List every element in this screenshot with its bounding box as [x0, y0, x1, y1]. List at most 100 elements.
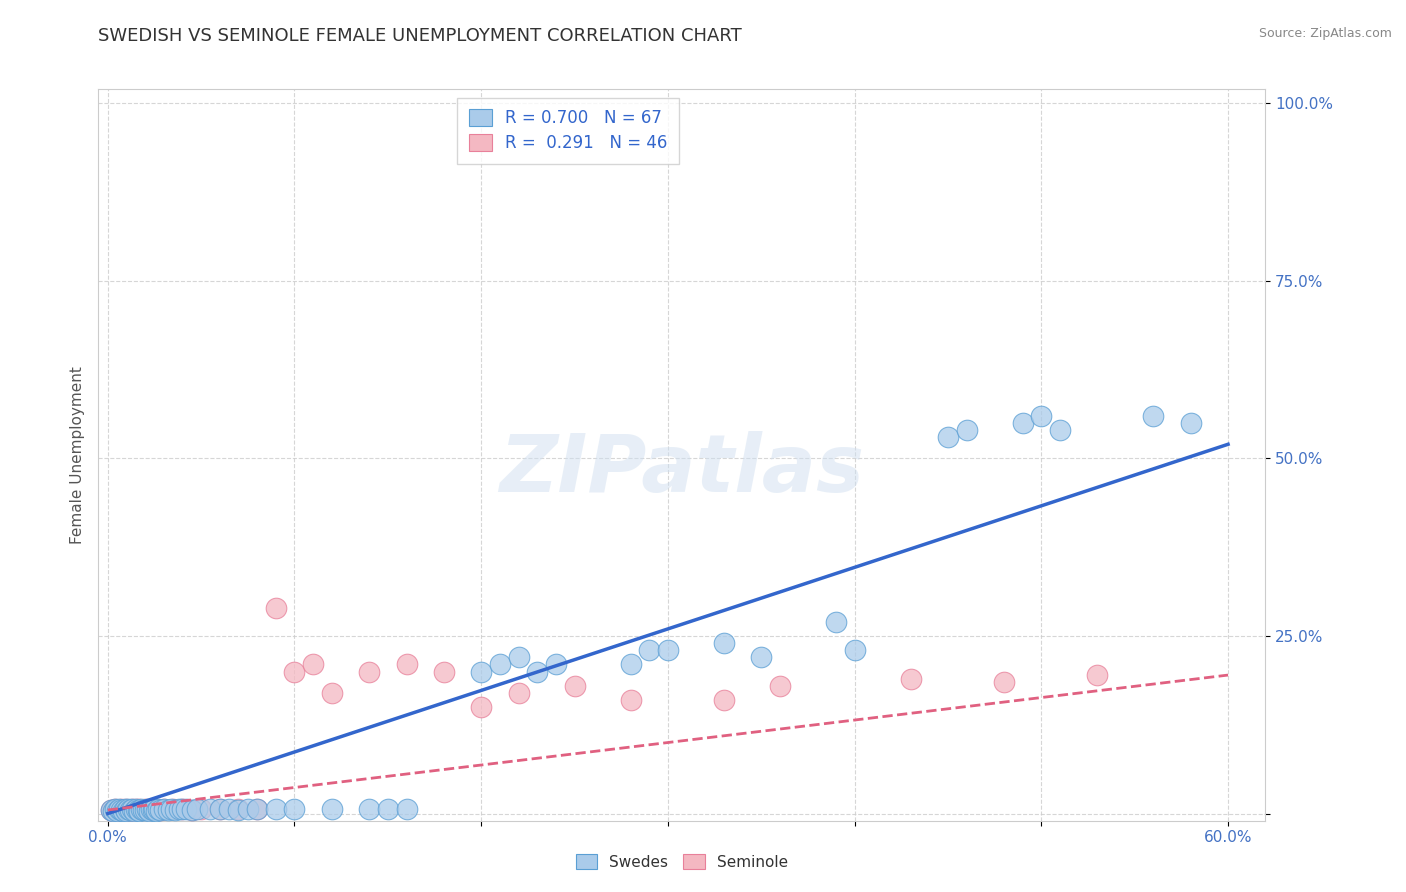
- Point: [564, 679, 586, 693]
- Point: [122, 804, 145, 818]
- Point: [264, 600, 287, 615]
- Point: [131, 802, 153, 816]
- Point: [395, 657, 418, 672]
- Point: [190, 802, 212, 816]
- Point: [749, 650, 772, 665]
- Point: [122, 803, 145, 817]
- Point: [544, 657, 567, 672]
- Point: [108, 801, 131, 815]
- Point: [125, 801, 148, 815]
- Point: [105, 805, 128, 819]
- Point: [162, 801, 184, 815]
- Point: [117, 803, 139, 817]
- Point: [769, 679, 792, 693]
- Point: [208, 801, 231, 815]
- Point: [134, 802, 156, 816]
- Point: [145, 804, 167, 818]
- Point: [993, 675, 1015, 690]
- Point: [359, 801, 381, 815]
- Point: [128, 804, 150, 818]
- Point: [508, 686, 530, 700]
- Point: [145, 802, 167, 816]
- Point: [121, 801, 143, 815]
- Point: [172, 802, 194, 816]
- Point: [433, 665, 456, 679]
- Point: [160, 801, 183, 815]
- Point: [121, 802, 143, 816]
- Point: [302, 657, 325, 672]
- Point: [139, 801, 162, 815]
- Point: [900, 672, 922, 686]
- Point: [956, 423, 979, 437]
- Point: [152, 802, 174, 816]
- Point: [1180, 416, 1202, 430]
- Point: [218, 801, 240, 815]
- Point: [172, 802, 194, 816]
- Point: [138, 803, 160, 817]
- Point: [283, 665, 305, 679]
- Point: [638, 643, 661, 657]
- Point: [146, 801, 169, 815]
- Point: [127, 803, 149, 817]
- Point: [174, 801, 197, 815]
- Point: [825, 615, 848, 629]
- Point: [1142, 409, 1164, 423]
- Point: [236, 801, 259, 815]
- Point: [100, 803, 122, 817]
- Point: [138, 804, 160, 818]
- Point: [115, 802, 138, 816]
- Point: [1011, 416, 1033, 430]
- Point: [120, 803, 142, 817]
- Point: [127, 803, 149, 817]
- Point: [321, 801, 343, 815]
- Point: [619, 657, 641, 672]
- Point: [143, 802, 166, 816]
- Point: [470, 700, 492, 714]
- Point: [657, 643, 679, 657]
- Point: [713, 636, 735, 650]
- Point: [936, 430, 959, 444]
- Point: [149, 803, 172, 817]
- Point: [283, 802, 305, 816]
- Point: [359, 665, 381, 679]
- Y-axis label: Female Unemployment: Female Unemployment: [69, 366, 84, 544]
- Point: [377, 802, 399, 816]
- Point: [321, 686, 343, 700]
- Point: [108, 803, 131, 817]
- Point: [1085, 668, 1108, 682]
- Point: [163, 803, 186, 817]
- Legend: Swedes, Seminole: Swedes, Seminole: [567, 845, 797, 879]
- Point: [131, 803, 153, 817]
- Point: [844, 643, 866, 657]
- Point: [489, 657, 512, 672]
- Point: [103, 804, 125, 818]
- Point: [186, 802, 208, 816]
- Point: [115, 804, 138, 818]
- Point: [110, 803, 132, 817]
- Point: [105, 804, 128, 818]
- Text: SWEDISH VS SEMINOLE FEMALE UNEMPLOYMENT CORRELATION CHART: SWEDISH VS SEMINOLE FEMALE UNEMPLOYMENT …: [98, 27, 742, 45]
- Point: [228, 802, 250, 816]
- Point: [134, 803, 156, 817]
- Point: [114, 803, 136, 817]
- Point: [110, 802, 132, 816]
- Point: [114, 802, 136, 816]
- Point: [1049, 423, 1071, 437]
- Point: [104, 802, 127, 816]
- Point: [156, 803, 179, 817]
- Point: [149, 803, 172, 817]
- Point: [200, 801, 222, 815]
- Text: ZIPatlas: ZIPatlas: [499, 431, 865, 508]
- Point: [100, 803, 122, 817]
- Point: [526, 665, 548, 679]
- Point: [111, 804, 134, 818]
- Point: [142, 801, 165, 815]
- Point: [132, 803, 155, 817]
- Point: [128, 802, 150, 816]
- Point: [508, 650, 530, 665]
- Point: [117, 802, 139, 816]
- Point: [136, 802, 159, 816]
- Point: [180, 803, 202, 817]
- Point: [103, 804, 125, 818]
- Point: [264, 801, 287, 815]
